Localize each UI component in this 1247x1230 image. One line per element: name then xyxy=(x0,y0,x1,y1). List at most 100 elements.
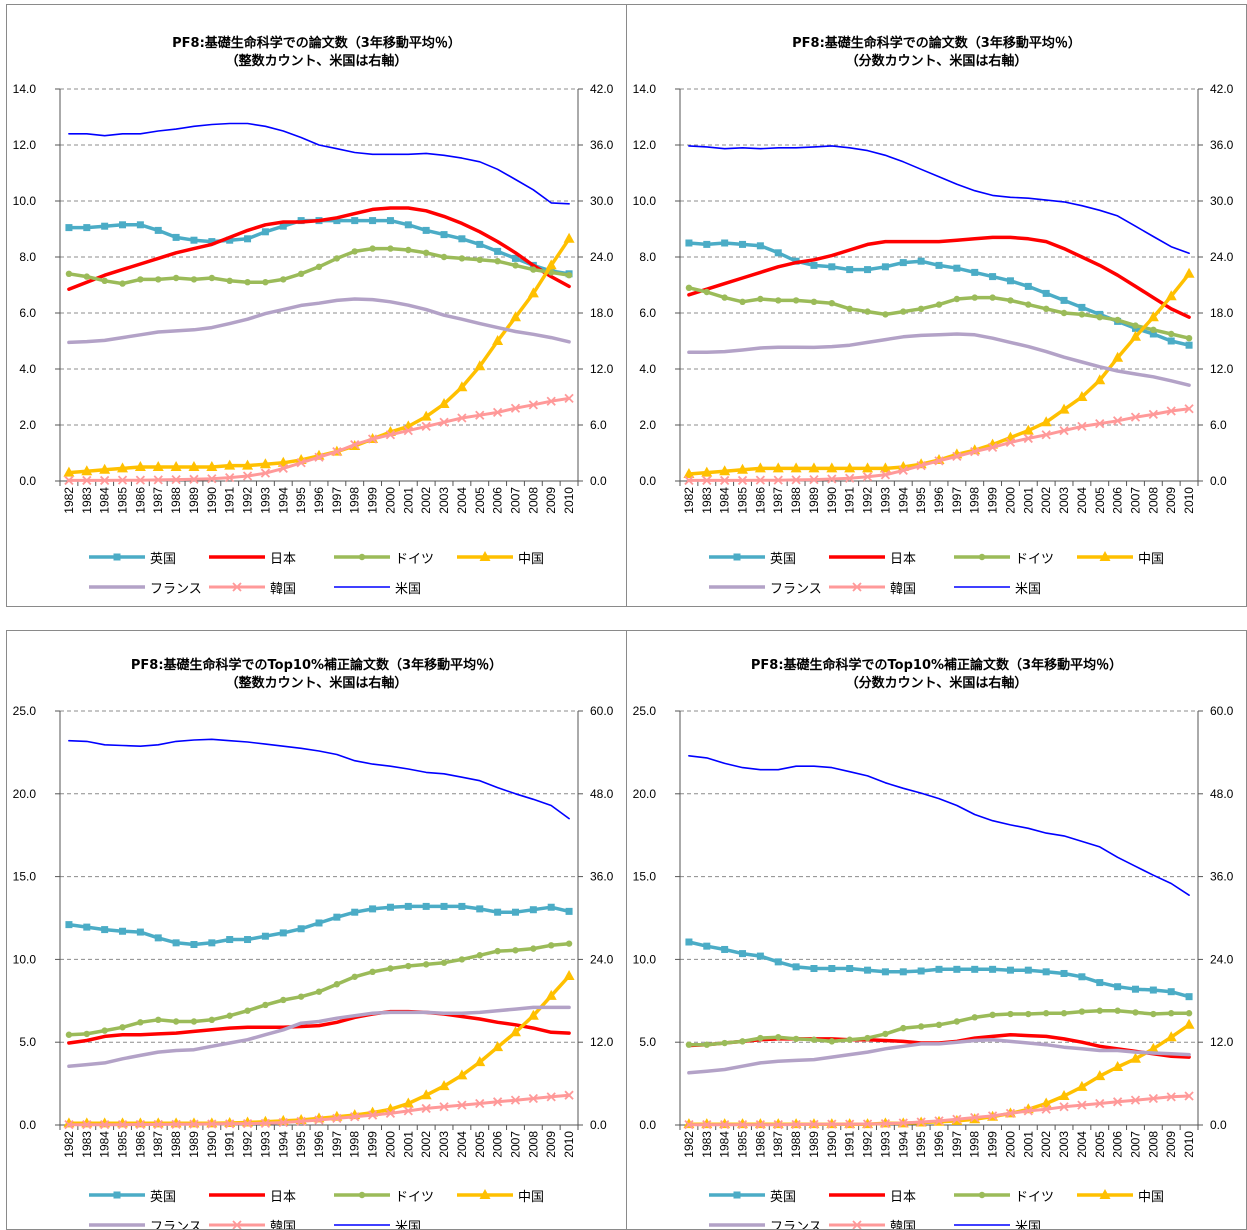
data-point xyxy=(703,241,710,248)
y2-tick-label: 60.0 xyxy=(590,704,614,718)
legend-label: 日本 xyxy=(890,1186,916,1205)
series-line xyxy=(69,739,569,818)
data-point xyxy=(119,928,126,935)
x-tick-label: 1998 xyxy=(968,1131,982,1158)
data-point xyxy=(954,296,960,302)
data-point xyxy=(387,904,394,911)
y2-tick-label: 12.0 xyxy=(590,362,614,376)
legend-swatch xyxy=(707,550,767,564)
data-point xyxy=(882,263,889,270)
data-point xyxy=(1186,342,1193,349)
legend-swatch-marker xyxy=(734,554,741,561)
x-tick-label: 1990 xyxy=(205,1131,219,1158)
y-tick-label: 0.0 xyxy=(19,474,36,488)
data-point xyxy=(173,939,180,946)
y2-tick-label: 42.0 xyxy=(1210,82,1234,96)
x-tick-label: 1999 xyxy=(986,1131,1000,1158)
data-point xyxy=(137,221,144,228)
y2-tick-label: 48.0 xyxy=(1210,787,1234,801)
data-point xyxy=(1184,1019,1195,1029)
legend-item: 英国 xyxy=(87,1186,176,1204)
x-tick-label: 1993 xyxy=(878,1131,892,1158)
y-tick-label: 5.0 xyxy=(639,1035,656,1049)
legend-label: 韓国 xyxy=(890,1216,916,1230)
data-point xyxy=(703,943,710,950)
data-point xyxy=(405,903,412,910)
x-tick-label: 2001 xyxy=(401,1131,415,1158)
data-point xyxy=(66,1032,72,1038)
chart-legend: 英国日本ドイツ中国フランス韓国米国 xyxy=(627,548,1247,598)
data-point xyxy=(101,223,108,230)
data-point xyxy=(864,1035,870,1041)
x-tick-label: 2007 xyxy=(1128,487,1142,514)
data-point xyxy=(352,974,358,980)
legend-label: フランス xyxy=(150,1216,202,1230)
x-tick-label: 1993 xyxy=(258,487,272,514)
legend-swatch-marker xyxy=(734,1192,741,1199)
x-tick-label: 2005 xyxy=(1093,1131,1107,1158)
data-point xyxy=(1097,314,1103,320)
x-tick-label: 2002 xyxy=(1039,1131,1053,1158)
x-tick-label: 1991 xyxy=(843,487,857,514)
data-point xyxy=(900,259,907,266)
x-tick-label: 1997 xyxy=(330,1131,344,1158)
data-point xyxy=(298,271,304,277)
data-point xyxy=(1043,968,1050,975)
data-point xyxy=(564,970,575,980)
y2-tick-label: 24.0 xyxy=(590,250,614,264)
data-point xyxy=(83,224,90,231)
x-tick-label: 1998 xyxy=(348,487,362,514)
x-tick-label: 2004 xyxy=(1075,1131,1089,1158)
legend-item: 英国 xyxy=(87,548,176,566)
data-point xyxy=(1168,1010,1174,1016)
series-韓国 xyxy=(65,1091,573,1128)
legend-swatch xyxy=(827,1188,887,1202)
x-tick-label: 2007 xyxy=(508,487,522,514)
x-tick-label: 1994 xyxy=(276,487,290,514)
x-tick-label: 1998 xyxy=(348,1131,362,1158)
x-tick-label: 1988 xyxy=(169,487,183,514)
x-tick-label: 1986 xyxy=(133,487,147,514)
x-tick-label: 1985 xyxy=(116,1131,130,1158)
data-point xyxy=(512,262,518,268)
data-point xyxy=(119,280,125,286)
legend-item: 中国 xyxy=(1075,1186,1164,1204)
y-tick-label: 10.0 xyxy=(633,194,657,208)
data-point xyxy=(405,221,412,228)
legend-item: 日本 xyxy=(827,548,916,566)
data-point xyxy=(1114,1008,1120,1014)
data-point xyxy=(369,969,375,975)
x-tick-label: 2006 xyxy=(491,1131,505,1158)
x-tick-label: 1999 xyxy=(986,487,1000,514)
x-tick-label: 1982 xyxy=(682,1131,696,1158)
x-tick-label: 1994 xyxy=(896,487,910,514)
data-point xyxy=(704,1041,710,1047)
x-tick-label: 1984 xyxy=(98,1131,112,1158)
legend-item: ドイツ xyxy=(952,548,1054,566)
y2-tick-label: 30.0 xyxy=(590,194,614,208)
data-point xyxy=(1168,988,1175,995)
data-point xyxy=(810,965,817,972)
chart-panel-top-left: PF8:基礎生命科学での論文数（3年移動平均％） （整数カウント、米国は右軸） … xyxy=(6,4,627,607)
legend-label: ドイツ xyxy=(1015,548,1054,567)
data-point xyxy=(1025,967,1032,974)
data-point xyxy=(564,233,575,243)
data-point xyxy=(686,1041,692,1047)
x-tick-label: 2001 xyxy=(1021,1131,1035,1158)
legend-label: 中国 xyxy=(1138,1186,1164,1205)
legend-label: ドイツ xyxy=(1015,1186,1054,1205)
data-point xyxy=(721,946,728,953)
data-point xyxy=(458,903,465,910)
data-point xyxy=(155,1017,161,1023)
y-tick-label: 10.0 xyxy=(13,194,37,208)
data-point xyxy=(226,1013,232,1019)
data-point xyxy=(989,966,996,973)
data-point xyxy=(775,958,782,965)
data-point xyxy=(1061,1010,1067,1016)
x-tick-label: 2008 xyxy=(1146,1131,1160,1158)
data-point xyxy=(793,297,799,303)
legend-swatch-marker xyxy=(114,554,121,561)
y-tick-label: 25.0 xyxy=(13,704,37,718)
data-point xyxy=(476,905,483,912)
